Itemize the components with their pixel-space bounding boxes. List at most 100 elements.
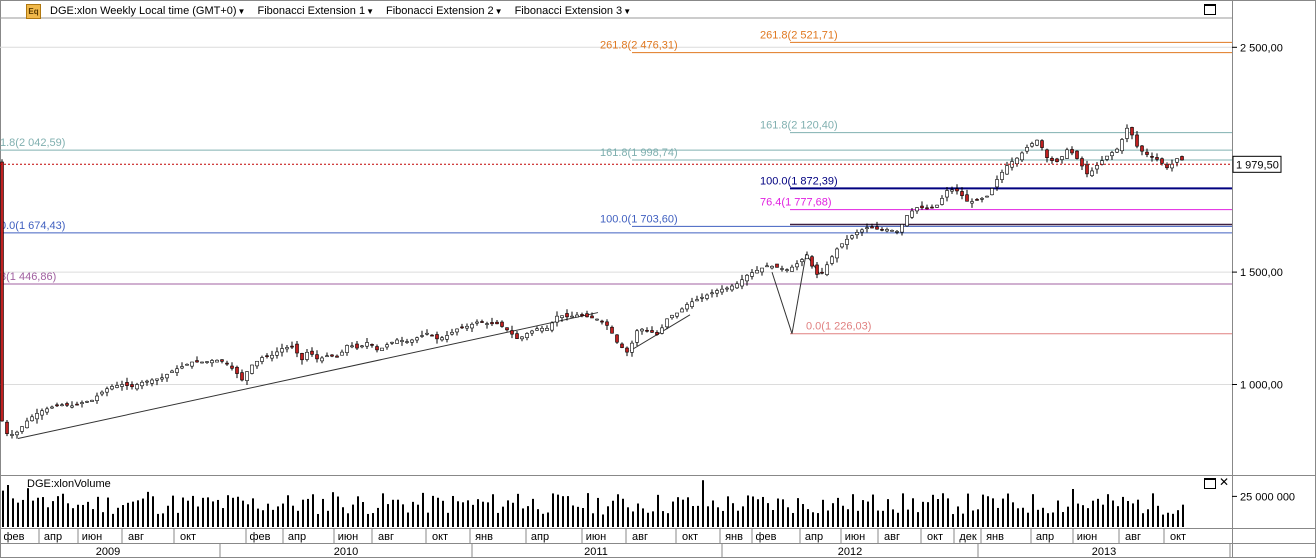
volume-bar	[942, 493, 944, 527]
volume-bar	[272, 509, 274, 527]
fib-extension-3-menu[interactable]: Fibonacci Extension 3 ▼	[512, 5, 635, 17]
candle-body	[455, 328, 459, 333]
volume-bar	[452, 495, 454, 527]
volume-bar	[932, 494, 934, 527]
candle-body	[980, 198, 984, 200]
fib-extension-1-menu[interactable]: Fibonacci Extension 1 ▼	[254, 5, 377, 17]
volume-bar	[252, 498, 254, 527]
volume-bar	[157, 513, 159, 527]
candle-body	[1000, 171, 1004, 180]
volume-bar	[652, 511, 654, 527]
candle-body	[60, 404, 64, 407]
volume-bar	[217, 499, 219, 527]
volume-bar	[287, 495, 289, 527]
volume-bar	[397, 499, 399, 527]
volume-bar	[602, 514, 604, 527]
candle-body	[695, 299, 699, 302]
volume-bar	[957, 506, 959, 527]
candle-body	[985, 195, 989, 198]
candle-body	[580, 314, 584, 317]
candle-body	[515, 333, 519, 339]
volume-bar	[192, 495, 194, 527]
maximize-price-pane-button[interactable]	[1204, 4, 1216, 15]
candle-body	[640, 328, 644, 332]
candle-body	[200, 361, 204, 364]
month-label: окт	[180, 531, 196, 543]
fib-extension-3-label: Fibonacci Extension 3	[514, 5, 623, 17]
volume-bar	[482, 501, 484, 527]
volume-bar	[777, 498, 779, 527]
candle-body	[90, 399, 94, 402]
volume-bar	[782, 499, 784, 527]
volume-bar	[612, 500, 614, 527]
candle-body	[1025, 147, 1029, 152]
volume-bar	[677, 497, 679, 527]
candle-body	[505, 327, 509, 331]
volume-bar	[442, 500, 444, 527]
candle-body	[285, 347, 289, 350]
candle-body	[600, 320, 604, 323]
volume-bar	[262, 510, 264, 527]
candle-body	[510, 330, 514, 335]
volume-panel-title: DGE:xlonVolume	[27, 478, 111, 490]
fib-level-label: 1.8(2 042,59)	[0, 137, 65, 149]
volume-bar	[552, 493, 554, 527]
volume-bar	[732, 503, 734, 527]
volume-bar	[847, 509, 849, 527]
volume-bar	[587, 493, 589, 527]
volume-bar	[1152, 493, 1154, 527]
volume-bar	[572, 505, 574, 527]
candle-body	[900, 224, 904, 233]
volume-bar	[82, 504, 84, 527]
maximize-volume-pane-button[interactable]	[1204, 478, 1216, 489]
candle-body	[660, 327, 664, 334]
candle-body	[545, 327, 549, 331]
volume-bar	[852, 494, 854, 527]
candle-body	[530, 330, 534, 334]
volume-bar	[497, 512, 499, 527]
fib-level-label: 261.8(2 476,31)	[600, 40, 678, 52]
candle-body	[430, 334, 434, 337]
volume-bar	[1077, 503, 1079, 527]
candle-body	[355, 343, 359, 349]
volume-bar	[437, 497, 439, 527]
volume-bar	[792, 512, 794, 527]
volume-bar	[762, 496, 764, 527]
volume-bar	[617, 494, 619, 527]
candle-body	[1085, 164, 1089, 175]
volume-bar	[347, 513, 349, 527]
volume-bar	[227, 495, 229, 527]
candle-body	[300, 352, 304, 361]
chart-header: Eq DGE:xlon Weekly Local time (GMT+0) ▼ …	[26, 3, 634, 19]
month-label: янв	[475, 531, 493, 543]
volume-bar	[62, 493, 64, 527]
candle-body	[15, 431, 19, 436]
candle-body	[630, 342, 634, 353]
candle-body	[775, 263, 779, 268]
volume-bar	[137, 500, 139, 527]
candle-body	[250, 364, 254, 374]
candle-body	[955, 188, 959, 192]
candle-body	[605, 321, 609, 326]
volume-bar	[997, 507, 999, 527]
candle-body	[755, 270, 759, 274]
volume-bar	[237, 496, 239, 527]
candle-body	[810, 256, 814, 267]
candle-body	[1140, 145, 1144, 152]
fib-extension-2-menu[interactable]: Fibonacci Extension 2 ▼	[383, 5, 506, 17]
volume-bar	[1072, 488, 1074, 527]
volume-bar	[907, 509, 909, 527]
candle-body	[1005, 165, 1009, 175]
candle-body	[280, 348, 284, 353]
volume-bar	[1027, 512, 1029, 527]
candle-body	[1135, 134, 1139, 147]
volume-bar	[947, 498, 949, 527]
candle-body	[340, 351, 344, 356]
close-volume-pane-button[interactable]: ✕	[1219, 475, 1230, 489]
symbol-menu[interactable]: DGE:xlon Weekly Local time (GMT+0) ▼	[47, 5, 248, 17]
year-label: 2009	[96, 546, 120, 558]
candle-body	[470, 323, 474, 329]
equity-icon[interactable]: Eq	[26, 3, 41, 19]
chevron-down-icon: ▼	[366, 6, 375, 16]
